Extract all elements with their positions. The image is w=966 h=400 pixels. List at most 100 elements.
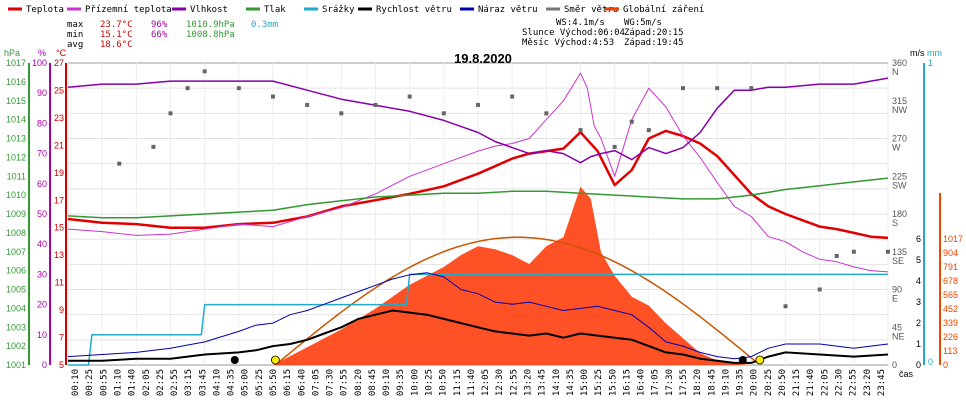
series-global-radiation-area (273, 186, 752, 365)
wind-direction-point (168, 111, 173, 116)
wind-direction-point (646, 128, 651, 133)
axis-hpa-tick: 1004 (6, 303, 26, 313)
axis-x-tick: 15:25 (594, 369, 604, 396)
axis-x-tick: 17:55 (679, 369, 689, 396)
series-n-raz-v-tru (67, 272, 889, 360)
axis-temp-tick: 15 (54, 223, 64, 233)
axis-hpa-tick: 1006 (6, 266, 26, 276)
stat-value: 1010.9hPa (186, 20, 235, 30)
axis-x-tick: 03:45 (198, 369, 208, 396)
axis-dir-tick: 90 (892, 285, 902, 295)
moonrise-marker (230, 356, 239, 364)
stat-value: 18.6°C (100, 40, 133, 50)
info-mesic-zapad: Západ:19:45 (624, 38, 684, 48)
wind-direction-point (202, 69, 207, 74)
legend-label: Globální záření (623, 5, 704, 15)
wind-direction-point (851, 249, 856, 254)
stat-value: 0.3mm (251, 20, 278, 30)
axis-dir-tick: S (892, 218, 898, 228)
axis-dir-tick: E (892, 294, 898, 304)
axis-x-tick: 16:15 (622, 369, 632, 396)
axis-x-tick: 19:10 (721, 369, 731, 396)
axis-x-tick: 10:50 (439, 369, 449, 396)
axis-x-tick: 13:45 (538, 369, 548, 396)
axis-temp-tick: 5 (59, 360, 64, 370)
axis-wind-unit: m/s (910, 48, 925, 58)
axis-x-tick: 02:55 (170, 369, 180, 396)
axis-rad-tick: 0 (943, 360, 948, 370)
wind-direction-point (629, 119, 634, 124)
wind-direction-point (749, 86, 754, 91)
axis-hpa-tick: 1003 (6, 322, 26, 332)
axis-temp-tick: 27 (54, 58, 64, 68)
axis-x-tick: 09:10 (382, 369, 392, 396)
axis-x-tick: 00:10 (71, 369, 81, 396)
axis-pct-tick: 10 (37, 330, 47, 340)
axis-x-tick: 14:10 (552, 369, 562, 396)
axis-dir-tick: 225 (892, 171, 907, 181)
axis-rad-tick: 1017 (943, 234, 963, 244)
series-rychlost-v-tru (68, 309, 889, 364)
axis-hpa-tick: 1010 (6, 190, 26, 200)
axis-x-tick: 08:20 (354, 369, 364, 396)
axis-x-tick: 03:15 (184, 369, 194, 396)
axis-x-tick: 17:05 (651, 369, 661, 396)
axis-x-tick: 23:45 (877, 369, 887, 396)
axis-x-tick: 07:05 (311, 369, 321, 396)
axis-x-tick: 04:10 (212, 369, 222, 396)
axis-x-tick: 22:30 (835, 369, 845, 396)
axis-x-tick: 05:50 (269, 369, 279, 396)
axis-x-tick: 11:40 (467, 369, 477, 396)
axis-wind-tick: 5 (916, 255, 921, 265)
axis-dir-tick: 360 (892, 58, 907, 68)
axis-dir-tick: W (892, 143, 901, 153)
wind-direction-point (441, 111, 446, 116)
axis-pct-unit: % (38, 48, 46, 58)
wind-direction-point (185, 86, 190, 91)
moonset-marker (738, 356, 747, 364)
stat-value: 96% (151, 20, 168, 30)
series-vlhkost (67, 77, 889, 164)
axis-x-tick: 23:20 (863, 369, 873, 396)
wind-direction-point (817, 287, 822, 292)
axis-x-tick: 01:40 (128, 369, 138, 396)
series-teplota (67, 129, 889, 240)
axis-rain-tick: 0 (928, 357, 933, 367)
axis-x-tick: 21:15 (792, 369, 802, 396)
axis-x-tick: 20:50 (778, 369, 788, 396)
legend-label: Teplota (26, 5, 64, 15)
axis-x-tick: 10:00 (410, 369, 420, 396)
axis-wind-tick: 1 (916, 339, 921, 349)
wind-direction-point (715, 86, 720, 91)
axis-rad-tick: 565 (943, 290, 958, 300)
stat-value: 1008.8hPa (186, 30, 235, 40)
wind-direction-point (578, 128, 583, 133)
axis-x-tick: 17:30 (665, 369, 675, 396)
axis-dir-tick: 315 (892, 96, 907, 106)
wind-direction-point (271, 94, 275, 99)
axis-temp-tick: 25 (54, 85, 64, 95)
axis-x-tick: 00:55 (99, 369, 109, 396)
axis-x-tick: 12:30 (495, 369, 505, 396)
axis-hpa-tick: 1017 (6, 58, 26, 68)
axis-wind-tick: 2 (916, 318, 921, 328)
axis-temp-tick: 23 (54, 113, 64, 123)
axis-rad-tick: 791 (943, 262, 958, 272)
axis-x-tick: 20:25 (764, 369, 774, 396)
axis-temp-tick: 13 (54, 250, 64, 260)
axis-x-tick: 19:35 (736, 369, 746, 396)
axis-hpa-tick: 1012 (6, 152, 26, 162)
axis-pct-tick: 90 (37, 88, 47, 98)
axis-dir-tick: N (892, 67, 899, 77)
axis-x-tick: 16:40 (637, 369, 647, 396)
axis-temp-tick: 17 (54, 195, 64, 205)
axis-hpa-tick: 1011 (7, 171, 26, 181)
axis-x-tick: 06:15 (283, 369, 293, 396)
axis-x-tick: 12:05 (481, 369, 491, 396)
axis-hpa-tick: 1016 (6, 77, 26, 87)
legend-label: Tlak (264, 5, 286, 15)
wind-direction-point (783, 304, 788, 309)
wind-direction-point (373, 102, 378, 107)
info-slunce-zapad: Západ:20:15 (624, 28, 684, 38)
wind-direction-point (510, 94, 515, 99)
